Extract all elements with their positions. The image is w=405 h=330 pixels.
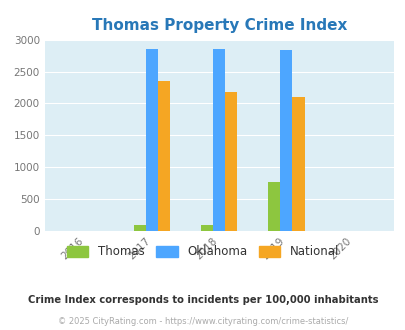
Bar [213, 49, 225, 231]
Bar [280, 50, 292, 231]
Text: © 2025 CityRating.com - https://www.cityrating.com/crime-statistics/: © 2025 CityRating.com - https://www.city… [58, 317, 347, 326]
Title: Thomas Property Crime Index: Thomas Property Crime Index [91, 18, 346, 33]
Bar [158, 81, 170, 231]
Legend: Thomas, Oklahoma, National: Thomas, Oklahoma, National [62, 241, 343, 263]
Bar [146, 49, 158, 231]
Bar [200, 225, 213, 231]
Bar [225, 92, 237, 231]
Bar [268, 182, 280, 231]
Bar [134, 225, 146, 231]
Text: Crime Index corresponds to incidents per 100,000 inhabitants: Crime Index corresponds to incidents per… [28, 295, 377, 305]
Bar [292, 97, 304, 231]
